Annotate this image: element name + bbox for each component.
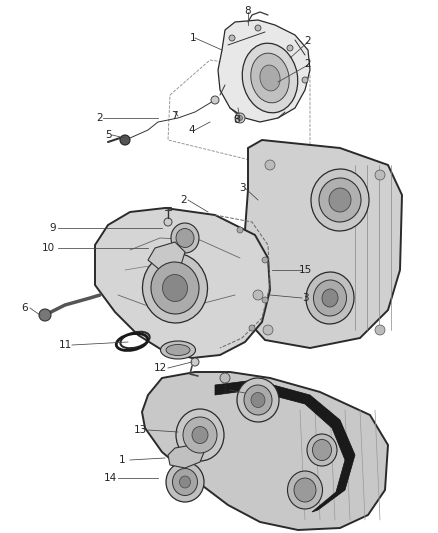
Ellipse shape: [151, 262, 199, 314]
Ellipse shape: [294, 478, 316, 502]
Text: 3: 3: [302, 293, 308, 303]
Circle shape: [262, 297, 268, 303]
Ellipse shape: [314, 280, 346, 316]
Polygon shape: [168, 445, 205, 468]
Ellipse shape: [142, 253, 208, 323]
Circle shape: [120, 135, 130, 145]
Circle shape: [262, 257, 268, 263]
Ellipse shape: [319, 178, 361, 222]
Text: 9: 9: [49, 223, 57, 233]
Circle shape: [263, 325, 273, 335]
Text: 12: 12: [153, 363, 166, 373]
Text: 15: 15: [298, 265, 311, 275]
Circle shape: [253, 290, 263, 300]
Ellipse shape: [287, 471, 322, 509]
Circle shape: [265, 160, 275, 170]
Ellipse shape: [192, 426, 208, 443]
Text: 3: 3: [239, 183, 245, 193]
Ellipse shape: [244, 385, 272, 415]
Polygon shape: [218, 20, 310, 122]
Text: 2: 2: [305, 59, 311, 69]
Ellipse shape: [306, 272, 354, 324]
Circle shape: [287, 45, 293, 51]
Ellipse shape: [173, 469, 198, 496]
Circle shape: [237, 227, 243, 233]
Polygon shape: [215, 380, 355, 512]
Text: 10: 10: [42, 243, 55, 253]
Ellipse shape: [176, 409, 224, 461]
Circle shape: [249, 325, 255, 331]
Ellipse shape: [311, 169, 369, 231]
Text: 11: 11: [58, 340, 72, 350]
Ellipse shape: [260, 65, 280, 91]
Ellipse shape: [237, 378, 279, 422]
Circle shape: [302, 77, 308, 83]
Text: 7: 7: [171, 111, 177, 121]
Ellipse shape: [171, 223, 199, 253]
Text: 2: 2: [305, 36, 311, 46]
Ellipse shape: [307, 434, 337, 466]
Circle shape: [375, 170, 385, 180]
Circle shape: [220, 373, 230, 383]
Text: 1: 1: [119, 455, 125, 465]
Circle shape: [39, 309, 51, 321]
Ellipse shape: [176, 229, 194, 247]
Circle shape: [164, 218, 172, 226]
Text: 5: 5: [105, 130, 111, 140]
Ellipse shape: [180, 476, 191, 488]
Polygon shape: [142, 372, 388, 530]
Circle shape: [229, 35, 235, 41]
Ellipse shape: [162, 274, 187, 302]
Ellipse shape: [242, 43, 298, 113]
Ellipse shape: [166, 344, 190, 356]
Ellipse shape: [312, 440, 332, 461]
Ellipse shape: [329, 188, 351, 212]
Circle shape: [211, 96, 219, 104]
Circle shape: [255, 25, 261, 31]
Ellipse shape: [166, 462, 204, 502]
Circle shape: [235, 113, 245, 123]
Text: 1: 1: [222, 385, 228, 395]
Text: 2: 2: [181, 195, 187, 205]
Circle shape: [191, 358, 199, 366]
Text: 2: 2: [97, 113, 103, 123]
Text: 14: 14: [103, 473, 117, 483]
Circle shape: [375, 325, 385, 335]
Text: 1: 1: [190, 33, 196, 43]
Text: 13: 13: [134, 425, 147, 435]
Text: 8: 8: [245, 6, 251, 16]
Ellipse shape: [322, 289, 338, 307]
Text: 4: 4: [189, 125, 195, 135]
Polygon shape: [148, 242, 185, 270]
Ellipse shape: [251, 392, 265, 408]
Polygon shape: [242, 140, 402, 348]
Text: 6: 6: [22, 303, 28, 313]
Polygon shape: [95, 208, 270, 358]
Ellipse shape: [183, 417, 217, 453]
Ellipse shape: [251, 53, 289, 103]
Text: 8: 8: [234, 115, 240, 125]
Ellipse shape: [160, 341, 195, 359]
Circle shape: [237, 116, 243, 120]
